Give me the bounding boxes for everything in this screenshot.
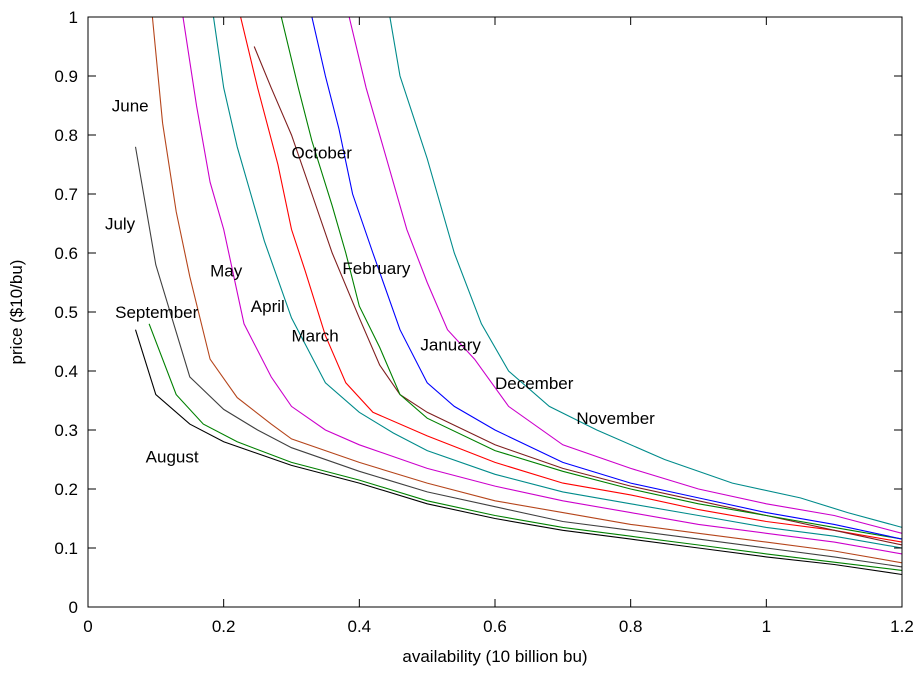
month-label-december: December [495, 374, 574, 393]
month-label-april: April [251, 297, 285, 316]
month-label-july: July [105, 215, 136, 234]
y-tick-label: 0.7 [54, 185, 78, 204]
series-line-july [134, 146, 902, 568]
month-label-october: October [292, 144, 353, 163]
series-line-august [134, 329, 902, 576]
y-axis-label: price ($10/bu) [7, 260, 26, 365]
ticks-group: 0 0.2 0.4 0.6 0.8 1 1.2 0 0.1 0.2 0.3 0.4 0.5 0.6 0.7 0… [54, 8, 913, 636]
y-tick-label: 0.9 [54, 67, 78, 86]
y-tick-label: 0.2 [54, 480, 78, 499]
month-label-march: March [292, 327, 339, 346]
y-tick-label: 0.8 [54, 126, 78, 145]
y-tick-label: 0.5 [54, 303, 78, 322]
series-line-february [311, 17, 902, 540]
month-label-august: August [146, 448, 199, 467]
annotations-group: June July September August May April March Octo… [105, 97, 655, 467]
series-line-june [151, 17, 902, 564]
x-tick-label: 0.6 [483, 617, 507, 636]
y-tick-label: 0.1 [54, 539, 78, 558]
series-line-extra [253, 46, 902, 546]
series-group [134, 17, 902, 576]
x-tick-label: 0.4 [348, 617, 372, 636]
x-axis-label: availability (10 billion bu) [402, 647, 587, 666]
series-line-november [389, 17, 902, 528]
y-tick-label: 0 [69, 598, 78, 617]
y-tick-label: 0.4 [54, 362, 78, 381]
series-line-april [212, 17, 902, 549]
month-label-september: September [115, 303, 198, 322]
series-line-october [280, 17, 902, 540]
x-tick-label: 1 [762, 617, 771, 636]
y-tick-label: 0.3 [54, 421, 78, 440]
month-label-january: January [420, 335, 481, 354]
month-label-february: February [342, 259, 411, 278]
series-line-march [240, 17, 902, 543]
month-label-june: June [112, 97, 149, 116]
series-line-september [148, 323, 902, 571]
x-tick-label: 0.8 [619, 617, 643, 636]
y-tick-label: 1 [69, 8, 78, 27]
series-line-may [182, 17, 902, 555]
month-label-november: November [576, 409, 655, 428]
month-label-may: May [210, 262, 243, 281]
x-tick-label: 1.2 [890, 617, 914, 636]
x-tick-label: 0 [83, 617, 92, 636]
series-line-january [348, 17, 902, 534]
y-tick-label: 0.6 [54, 244, 78, 263]
x-tick-label: 0.2 [212, 617, 236, 636]
